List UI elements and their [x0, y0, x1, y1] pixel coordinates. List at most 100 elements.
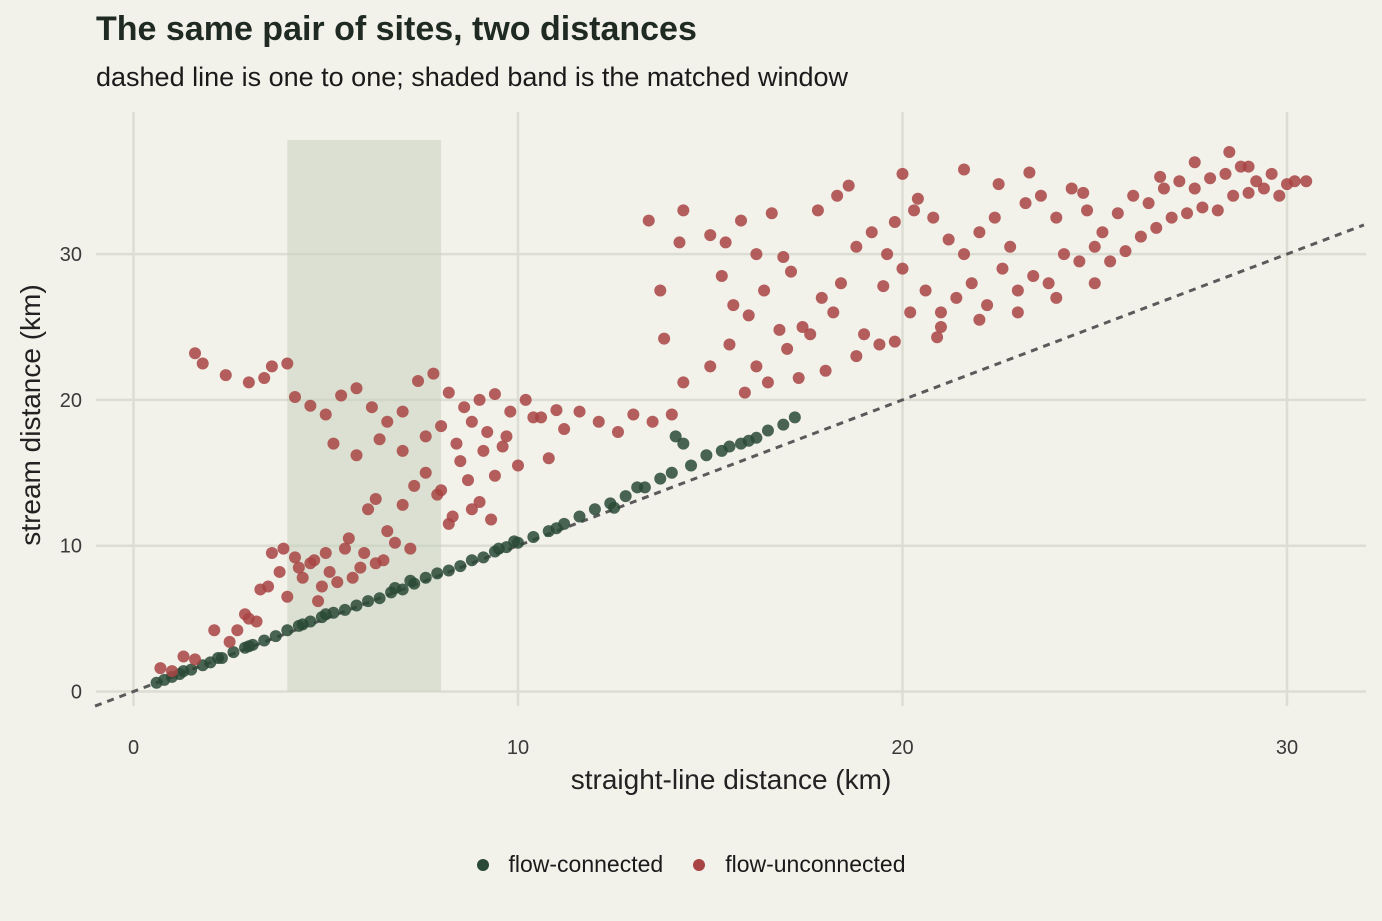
point-flow-connected: [442, 564, 455, 577]
point-flow-unconnected: [738, 386, 751, 399]
point-flow-unconnected: [777, 251, 790, 264]
point-flow-unconnected: [934, 306, 947, 319]
point-flow-unconnected: [781, 342, 794, 355]
point-flow-connected: [338, 603, 351, 616]
point-flow-unconnected: [1023, 166, 1036, 179]
point-flow-unconnected: [965, 277, 978, 290]
point-flow-unconnected: [373, 433, 386, 446]
point-flow-connected: [677, 437, 690, 450]
point-flow-unconnected: [177, 650, 190, 663]
point-flow-unconnected: [742, 309, 755, 322]
point-flow-connected: [419, 571, 432, 584]
point-flow-unconnected: [342, 532, 355, 545]
point-flow-connected: [619, 490, 632, 503]
point-flow-unconnected: [1019, 197, 1032, 210]
point-flow-unconnected: [512, 459, 524, 472]
point-flow-unconnected: [242, 376, 255, 389]
point-flow-unconnected: [381, 525, 394, 538]
point-flow-unconnected: [931, 331, 944, 344]
point-flow-unconnected: [196, 357, 209, 370]
point-flow-unconnected: [1088, 240, 1101, 253]
point-flow-connected: [665, 466, 678, 479]
point-flow-unconnected: [1088, 277, 1101, 290]
point-flow-unconnected: [896, 167, 909, 180]
point-flow-unconnected: [465, 415, 478, 428]
point-flow-unconnected: [427, 367, 440, 380]
point-flow-unconnected: [677, 376, 690, 389]
point-flow-unconnected: [265, 546, 278, 559]
point-flow-connected: [212, 651, 225, 664]
y-tick-label: 0: [71, 682, 82, 704]
point-flow-unconnected: [850, 350, 863, 363]
legend-marker-flow-unconnected: [693, 858, 706, 871]
point-flow-unconnected: [873, 338, 886, 351]
point-flow-unconnected: [715, 269, 728, 282]
point-flow-unconnected: [811, 204, 824, 217]
point-flow-unconnected: [1011, 306, 1024, 319]
point-flow-connected: [788, 411, 801, 424]
point-flow-connected: [258, 634, 271, 647]
legend-marker-flow-connected: [476, 858, 489, 871]
point-flow-unconnected: [419, 430, 432, 443]
point-flow-unconnected: [1065, 182, 1078, 195]
point-flow-unconnected: [396, 405, 409, 418]
point-flow-unconnected: [323, 565, 336, 578]
point-flow-unconnected: [704, 360, 717, 373]
point-flow-unconnected: [362, 503, 375, 516]
x-tick-label: 30: [1276, 737, 1298, 759]
point-flow-unconnected: [1204, 172, 1217, 185]
point-flow-unconnected: [419, 466, 432, 479]
point-flow-unconnected: [992, 178, 1005, 191]
point-flow-unconnected: [165, 665, 178, 678]
y-axis-title: stream distance (km): [15, 284, 46, 545]
point-flow-unconnected: [792, 372, 805, 385]
point-flow-unconnected: [888, 216, 901, 229]
point-flow-unconnected: [435, 420, 448, 433]
point-flow-unconnected: [973, 226, 986, 239]
chart-subtitle: dashed line is one to one; shaded band i…: [96, 62, 849, 92]
point-flow-connected: [550, 522, 563, 535]
point-flow-unconnected: [1288, 175, 1301, 188]
point-flow-unconnected: [996, 262, 1009, 275]
point-flow-unconnected: [850, 240, 863, 253]
point-flow-unconnected: [1104, 255, 1117, 268]
point-flow-unconnected: [950, 291, 963, 304]
point-flow-unconnected: [911, 192, 924, 205]
point-flow-unconnected: [288, 551, 301, 564]
point-flow-unconnected: [1219, 167, 1232, 180]
point-flow-unconnected: [881, 248, 894, 261]
point-flow-unconnected: [550, 404, 563, 417]
point-flow-unconnected: [723, 338, 736, 351]
point-flow-unconnected: [908, 204, 921, 217]
point-flow-unconnected: [1173, 175, 1186, 188]
point-flow-unconnected: [477, 444, 490, 457]
point-flow-unconnected: [896, 262, 909, 275]
point-flow-unconnected: [488, 388, 501, 401]
point-flow-unconnected: [750, 248, 763, 261]
point-flow-connected: [269, 630, 282, 643]
point-flow-unconnected: [458, 401, 471, 414]
point-flow-unconnected: [335, 389, 348, 402]
point-flow-unconnected: [396, 444, 409, 457]
point-flow-unconnected: [354, 561, 367, 574]
point-flow-connected: [281, 624, 294, 637]
point-flow-unconnected: [1196, 201, 1209, 214]
point-flow-connected: [573, 510, 586, 523]
point-flow-unconnected: [842, 179, 855, 192]
point-flow-unconnected: [765, 207, 778, 220]
point-flow-unconnected: [292, 561, 305, 574]
point-flow-connected: [388, 581, 401, 594]
point-flow-connected: [654, 472, 667, 485]
legend-label-flow-unconnected: flow-unconnected: [725, 851, 906, 877]
point-flow-unconnected: [1257, 182, 1270, 195]
point-flow-unconnected: [973, 313, 986, 326]
point-flow-unconnected: [611, 425, 624, 438]
legend-item-flow-unconnected: flow-unconnected: [693, 851, 906, 878]
point-flow-connected: [465, 554, 478, 567]
point-flow-unconnected: [388, 536, 401, 549]
point-flow-unconnected: [319, 546, 332, 559]
point-flow-unconnected: [496, 440, 509, 453]
point-flow-unconnected: [346, 571, 359, 584]
point-flow-unconnected: [1165, 211, 1178, 224]
point-flow-unconnected: [1265, 167, 1278, 180]
